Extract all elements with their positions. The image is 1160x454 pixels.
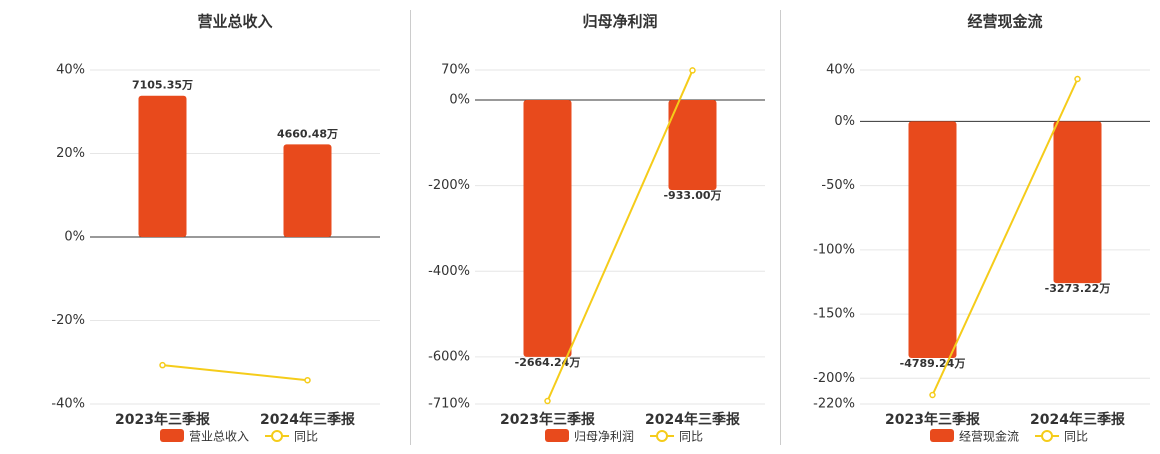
bar xyxy=(283,144,332,237)
bar xyxy=(138,95,187,237)
y-tick-label: -100% xyxy=(813,242,855,257)
legend-label: 营业总收入 xyxy=(189,430,249,444)
bar xyxy=(668,99,717,190)
chart-title: 营业总收入 xyxy=(197,13,272,31)
y-tick-label: -200% xyxy=(428,178,470,193)
chart-title: 归母净利润 xyxy=(582,13,657,31)
data-label: -2664.24万 xyxy=(515,356,581,369)
chart-title: 经营现金流 xyxy=(967,13,1042,31)
line xyxy=(931,78,1079,396)
line-point xyxy=(544,397,551,405)
y-tick-label: -200% xyxy=(813,371,855,386)
legend-swatch xyxy=(271,430,284,442)
x-tick-label: 2024年三季报 xyxy=(260,411,355,428)
data-label: -3273.22万 xyxy=(1045,282,1111,295)
legend-swatch xyxy=(545,429,569,442)
legend-swatch xyxy=(930,429,954,442)
bar xyxy=(908,121,957,359)
y-tick-label: -400% xyxy=(428,264,470,279)
x-tick-label: 2023年三季报 xyxy=(115,411,210,428)
bar xyxy=(1053,121,1102,284)
data-label: -933.00万 xyxy=(663,189,721,202)
y-tick-label: 40% xyxy=(826,63,855,78)
line xyxy=(546,70,694,402)
data-label: 7105.35万 xyxy=(132,79,193,92)
line-point xyxy=(304,376,311,384)
line-point xyxy=(159,361,166,369)
legend-swatch xyxy=(656,430,669,442)
legend-label: 经营现金流 xyxy=(959,429,1019,444)
y-tick-label: 20% xyxy=(56,146,85,161)
y-tick-label: -150% xyxy=(813,307,855,322)
y-tick-label: -600% xyxy=(428,349,470,364)
y-tick-label: -50% xyxy=(821,178,855,193)
line-point xyxy=(929,391,936,399)
legend-label: 同比 xyxy=(679,430,703,444)
data-label: -4789.24万 xyxy=(900,357,966,370)
line-point xyxy=(1074,75,1081,83)
line-point xyxy=(689,67,696,74)
y-tick-label: -40% xyxy=(51,397,85,412)
x-tick-label: 2024年三季报 xyxy=(1030,411,1125,428)
legend-label: 同比 xyxy=(294,430,318,444)
y-tick-label: 40% xyxy=(56,63,85,78)
y-tick-label: 70% xyxy=(441,63,470,78)
line xyxy=(162,364,308,382)
x-tick-label: 2023年三季报 xyxy=(500,411,595,428)
y-tick-label: 0% xyxy=(64,230,85,245)
legend-label: 归母净利润 xyxy=(574,430,634,444)
x-tick-label: 2023年三季报 xyxy=(885,411,980,428)
legend-label: 同比 xyxy=(1064,430,1088,444)
y-tick-label: -710% xyxy=(428,397,470,412)
legend-swatch xyxy=(160,429,184,442)
y-tick-label: 0% xyxy=(449,92,470,107)
y-tick-label: -220% xyxy=(813,397,855,412)
data-label: 4660.48万 xyxy=(277,127,338,140)
bar xyxy=(523,99,572,357)
legend-swatch xyxy=(1041,430,1054,442)
y-tick-label: 0% xyxy=(834,114,855,129)
y-tick-label: -20% xyxy=(51,313,85,328)
x-tick-label: 2024年三季报 xyxy=(645,411,740,428)
